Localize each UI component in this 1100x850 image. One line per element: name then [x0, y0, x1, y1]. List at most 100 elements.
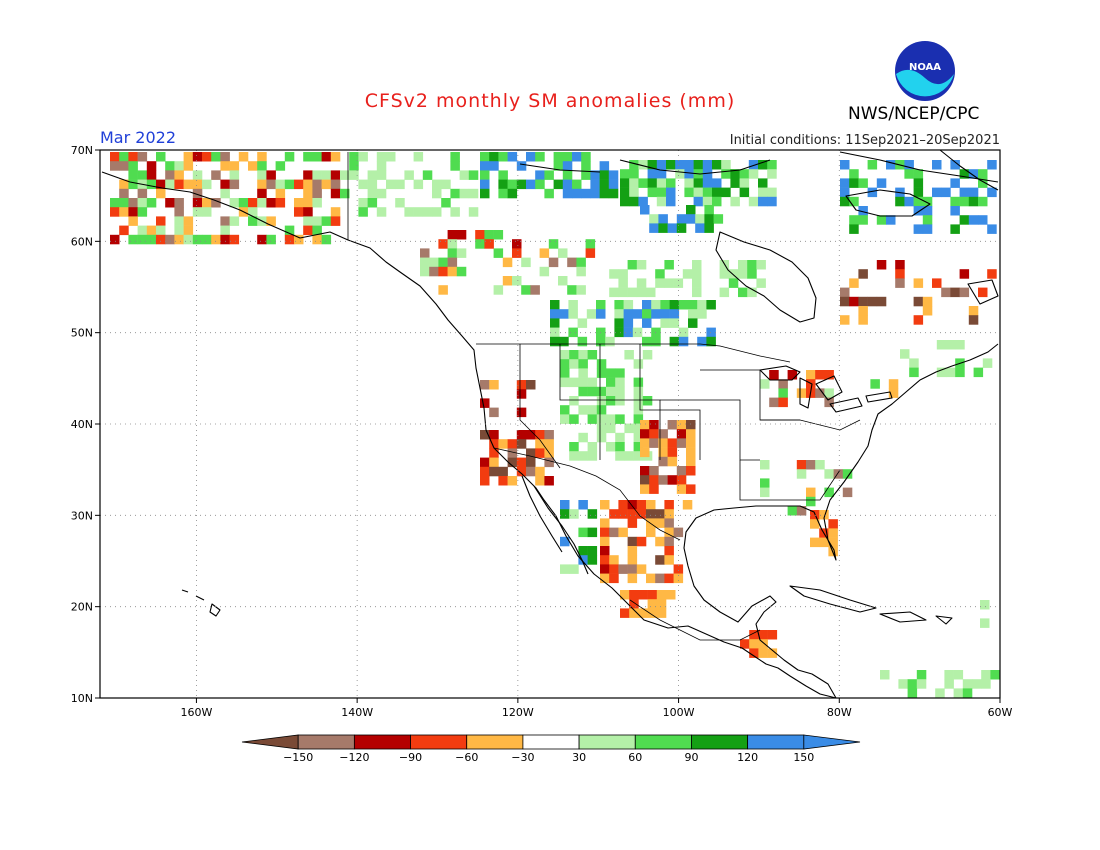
anomaly-cell: [749, 630, 759, 640]
anomaly-cell: [907, 679, 918, 689]
anomaly-cell: [747, 260, 757, 270]
anomaly-cell: [618, 278, 628, 288]
legend-swatch: [522, 734, 580, 750]
anomaly-cell: [110, 234, 120, 245]
anomaly-cell: [982, 358, 993, 368]
anomaly-cell: [756, 278, 766, 288]
anomaly-cell: [174, 198, 184, 208]
anomaly-cell: [962, 688, 973, 698]
anomaly-cell: [606, 396, 616, 406]
anomaly-cell: [640, 475, 650, 485]
anomaly-cell: [739, 187, 750, 198]
anomaly-cell: [438, 266, 448, 277]
anomaly-cell: [183, 152, 194, 162]
anomaly-cell: [312, 170, 322, 180]
anomaly-cell: [913, 278, 924, 288]
anomaly-cell: [922, 196, 933, 207]
anomaly-cell: [629, 160, 639, 170]
anomaly-cell: [156, 225, 166, 236]
anomaly-cell: [627, 536, 638, 547]
anomaly-cell: [702, 196, 713, 207]
anomaly-cell: [840, 287, 850, 298]
anomaly-cell: [395, 179, 405, 190]
anomaly-cell: [312, 188, 322, 199]
noaa-logo: NOAA: [895, 41, 955, 101]
anomaly-cell: [840, 196, 850, 207]
anomaly-cell: [913, 206, 924, 216]
anomaly-cell: [330, 170, 341, 180]
anomaly-cell: [312, 179, 322, 190]
anomaly-cell: [913, 169, 924, 179]
anomaly-cell: [128, 207, 138, 217]
anomaly-cell: [760, 460, 770, 470]
anomaly-cell: [676, 438, 687, 448]
anomaly-cell: [693, 196, 704, 207]
anomaly-cell: [702, 160, 713, 170]
anomaly-cell: [980, 600, 990, 610]
anomaly-cell: [706, 327, 716, 338]
anomaly-cell: [697, 309, 707, 319]
anomaly-cell: [858, 315, 868, 325]
anomaly-cell: [498, 152, 508, 162]
lat-lon-grid: [100, 150, 1000, 698]
anomaly-cell: [450, 161, 460, 171]
anomaly-cell: [913, 178, 924, 188]
anomaly-cell: [702, 178, 713, 188]
anomaly-cell: [413, 152, 424, 162]
anomaly-cell: [447, 239, 458, 249]
anomaly-cell: [944, 670, 954, 680]
anomaly-cell: [447, 266, 458, 277]
anomaly-cell: [560, 377, 570, 388]
anomaly-cell: [849, 196, 859, 207]
anomaly-cell: [656, 160, 667, 170]
anomaly-cell: [558, 248, 568, 258]
anomaly-cell: [174, 161, 184, 171]
lon-tick-label: 160W: [180, 706, 212, 719]
anomaly-cell: [673, 573, 684, 584]
anomaly-cell: [535, 466, 545, 477]
anomaly-cell: [544, 476, 554, 486]
anomaly-cell: [119, 225, 129, 236]
legend-swatch: [634, 734, 692, 750]
anomaly-cell: [562, 152, 573, 162]
anomaly-cell: [489, 457, 499, 468]
anomaly-cell: [849, 278, 859, 288]
anomaly-cell: [119, 198, 129, 208]
anomaly-cell: [876, 296, 887, 307]
anomaly-cell: [475, 239, 485, 249]
anomaly-cell: [590, 170, 600, 180]
anomaly-cell: [489, 466, 499, 477]
anomaly-cell: [935, 688, 945, 698]
anomaly-cell: [535, 152, 545, 162]
anomaly-cell: [692, 269, 702, 279]
anomaly-cell: [590, 179, 600, 190]
legend-label: 30: [572, 751, 586, 764]
anomaly-cell: [539, 248, 550, 258]
anomaly-cell: [704, 223, 714, 233]
anomaly-cell: [609, 509, 619, 519]
anomaly-cell: [640, 447, 650, 458]
anomaly-cell: [922, 306, 933, 316]
anomaly-cell: [968, 215, 979, 225]
anomaly-cell: [730, 178, 740, 188]
anomaly-cell: [192, 188, 203, 199]
anomaly-cell: [544, 430, 554, 440]
anomaly-cell: [211, 152, 221, 162]
anomaly-cell: [649, 484, 659, 494]
anomaly-cell: [978, 196, 988, 207]
anomaly-cell: [651, 300, 661, 310]
legend-label: 120: [737, 751, 758, 764]
anomaly-cell: [629, 608, 639, 618]
anomaly-cell: [587, 405, 598, 415]
anomaly-cell: [620, 608, 630, 618]
anomaly-cell: [578, 350, 588, 360]
anomaly-cell: [560, 368, 570, 378]
anomaly-cell: [922, 224, 933, 234]
anomaly-cell: [695, 223, 705, 233]
anomaly-cell: [636, 500, 647, 510]
anomaly-cell: [516, 466, 527, 477]
anomaly-cell: [620, 178, 630, 188]
anomaly-cell: [932, 278, 942, 288]
anomaly-cell: [675, 160, 685, 170]
anomaly-cell: [898, 679, 908, 689]
